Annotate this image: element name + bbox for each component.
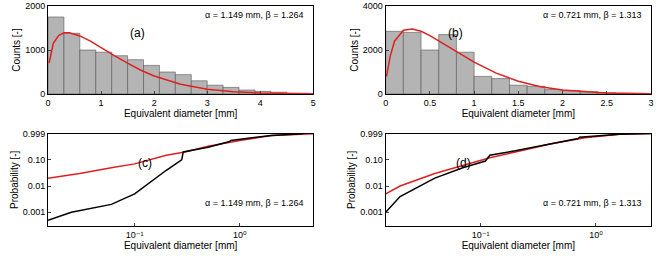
svg-text:α = 0.721 mm, β = 1.313: α = 0.721 mm, β = 1.313 [543,10,641,20]
svg-text:Equivalent diameter [mm]: Equivalent diameter [mm] [124,108,238,119]
svg-text:5: 5 [311,98,316,108]
svg-text:2000: 2000 [25,1,45,11]
svg-text:0.999: 0.999 [360,129,383,139]
svg-text:3: 3 [205,98,210,108]
svg-text:0.001: 0.001 [360,207,383,217]
svg-text:Counts [-]: Counts [-] [11,28,22,72]
svg-text:Counts [-]: Counts [-] [349,28,360,72]
svg-text:10⁰: 10⁰ [233,230,247,240]
svg-text:(a): (a) [130,26,145,40]
svg-text:0: 0 [40,89,45,99]
svg-text:1: 1 [99,98,104,108]
svg-text:0: 0 [378,89,383,99]
svg-text:1000: 1000 [25,45,45,55]
svg-text:Equivalent diameter [mm]: Equivalent diameter [mm] [124,240,238,251]
svg-text:0.999: 0.999 [23,129,46,139]
svg-text:10⁰: 10⁰ [589,230,603,240]
svg-text:1: 1 [472,98,477,108]
svg-text:4: 4 [258,98,263,108]
svg-text:α = 1.149 mm, β = 1.264: α = 1.149 mm, β = 1.264 [205,198,303,208]
svg-text:0: 0 [45,98,50,108]
svg-text:Equivalent diameter [mm]: Equivalent diameter [mm] [462,108,576,119]
svg-text:Probability [-]: Probability [-] [346,150,357,209]
svg-text:0.10: 0.10 [28,155,46,165]
svg-text:α = 0.721 mm, β = 1.313: α = 0.721 mm, β = 1.313 [543,198,641,208]
svg-text:Equivalent diameter [mm]: Equivalent diameter [mm] [462,240,576,251]
svg-text:Probability [-]: Probability [-] [9,150,20,209]
svg-text:(c): (c) [138,156,152,170]
svg-text:0.01: 0.01 [28,181,46,191]
svg-text:(b): (b) [448,26,463,40]
svg-text:2000: 2000 [363,45,383,55]
svg-text:2.5: 2.5 [601,98,614,108]
svg-text:3: 3 [648,98,653,108]
svg-text:α = 1.149 mm, β = 1.264: α = 1.149 mm, β = 1.264 [205,10,303,20]
svg-text:(d): (d) [456,156,471,170]
svg-text:2: 2 [152,98,157,108]
svg-text:0.10: 0.10 [365,155,383,165]
svg-text:10⁻¹: 10⁻¹ [472,230,490,240]
svg-text:0.001: 0.001 [23,207,46,217]
svg-text:0: 0 [383,98,388,108]
svg-text:2: 2 [560,98,565,108]
svg-text:4000: 4000 [363,1,383,11]
svg-text:1.5: 1.5 [512,98,525,108]
svg-text:0.5: 0.5 [424,98,437,108]
svg-text:0.01: 0.01 [365,181,383,191]
svg-text:10⁻¹: 10⁻¹ [126,230,144,240]
